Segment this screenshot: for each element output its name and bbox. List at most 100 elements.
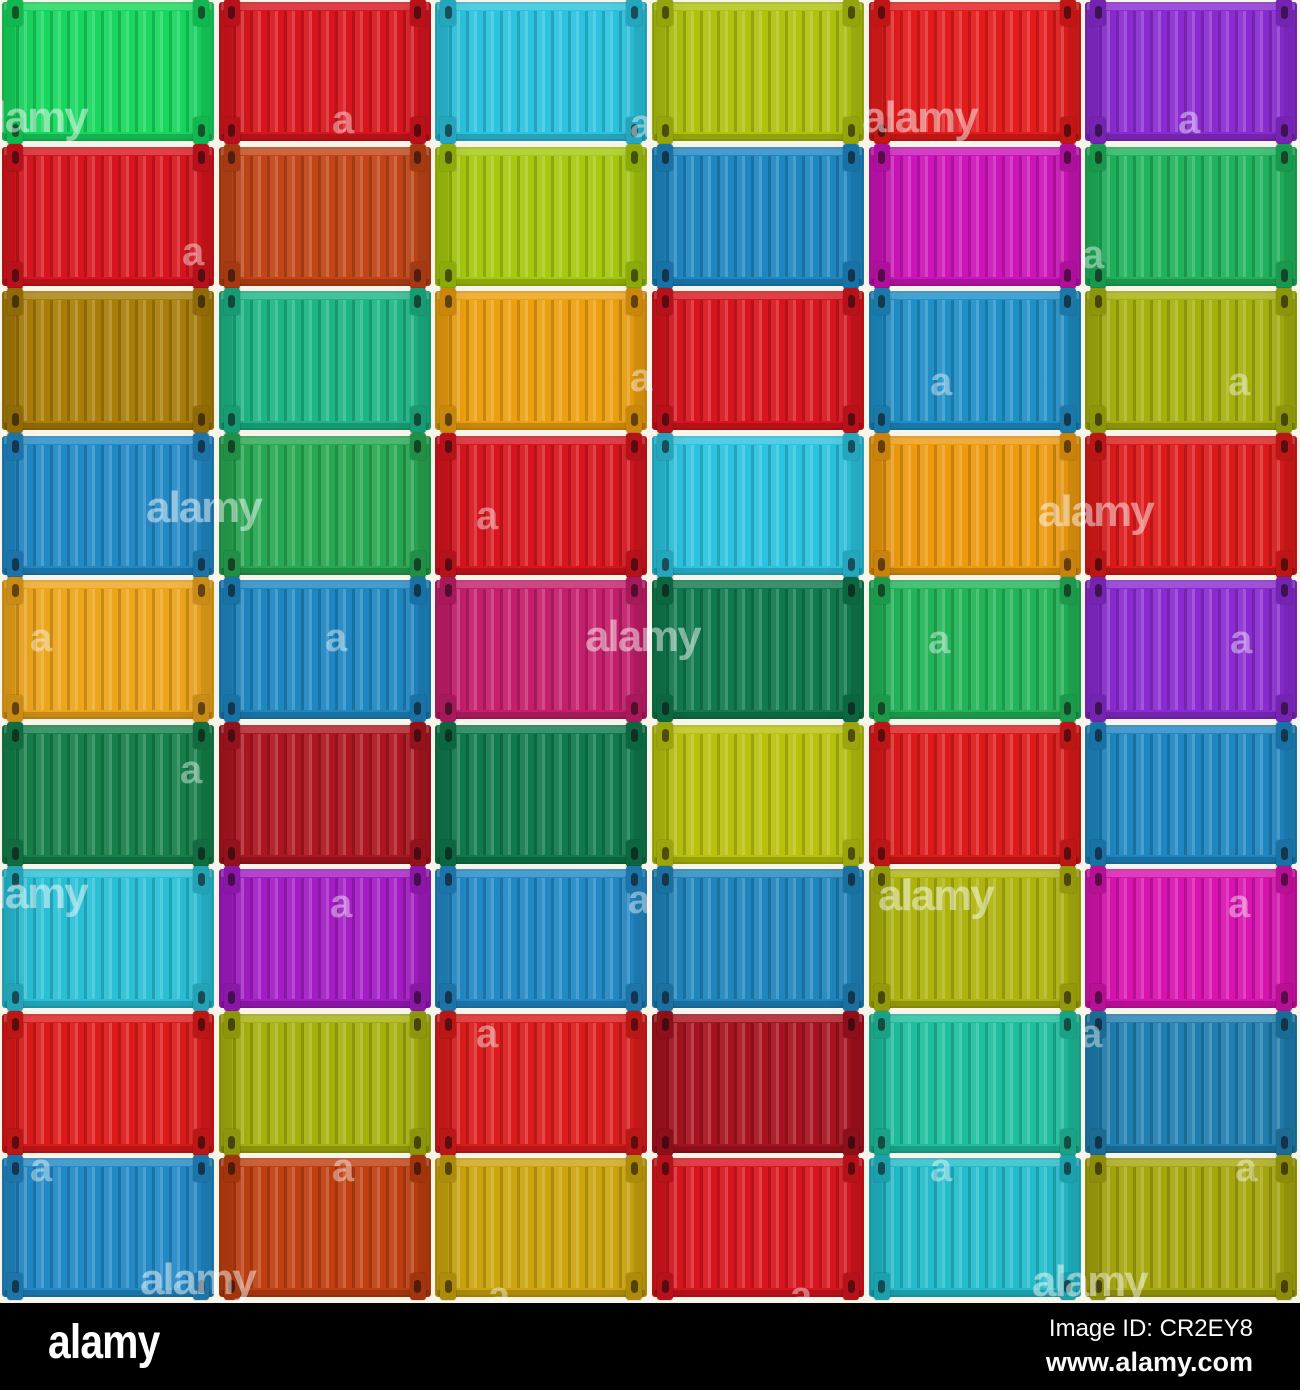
corner-casting: [1059, 0, 1076, 26]
container-shading: [1085, 1158, 1298, 1298]
corner-casting: [7, 721, 23, 749]
casting-hole: [630, 557, 638, 571]
casting-hole: [630, 1162, 638, 1176]
container-shading: [652, 1158, 864, 1298]
corner-casting: [1090, 550, 1107, 578]
corner-casting: [1090, 721, 1107, 749]
container-top-rail: [654, 146, 862, 155]
casting-hole: [11, 6, 19, 19]
corner-casting: [193, 839, 209, 867]
casting-hole: [878, 846, 886, 860]
container-bottom-rail: [654, 856, 862, 864]
container-bottom-rail: [654, 1290, 862, 1298]
container-corrugation: [16, 1167, 200, 1289]
casting-hole: [197, 150, 205, 164]
casting-hole: [197, 991, 205, 1005]
container-shading: [218, 1013, 431, 1153]
corner-casting: [1276, 695, 1293, 723]
container-corrugation: [1099, 300, 1284, 422]
container-bottom-rail: [220, 1290, 429, 1298]
container-right-post: [201, 582, 213, 718]
cargo-container: [1085, 577, 1298, 723]
container-right-post: [1284, 4, 1297, 139]
container-top-rail: [220, 146, 429, 155]
casting-hole: [228, 846, 236, 860]
casting-hole: [444, 728, 452, 742]
container-left-post: [3, 1160, 15, 1296]
corner-casting: [409, 406, 426, 434]
corner-casting: [223, 550, 240, 578]
casting-hole: [1094, 1017, 1102, 1031]
corner-casting: [843, 695, 859, 723]
container-right-post: [417, 148, 430, 284]
container-left-post: [436, 437, 449, 573]
corner-casting: [7, 1273, 23, 1301]
corner-casting: [1276, 1273, 1293, 1301]
cargo-container: [2, 721, 214, 867]
container-shading: [2, 869, 214, 1009]
cargo-container: [2, 432, 214, 578]
casting-hole: [228, 1162, 236, 1176]
container-shading: [435, 869, 648, 1009]
container-right-post: [417, 437, 430, 573]
container-left-post: [653, 871, 665, 1007]
casting-hole: [1064, 295, 1072, 309]
casting-hole: [1064, 873, 1072, 887]
corner-casting: [873, 0, 890, 26]
container-shading: [868, 1158, 1081, 1298]
container-bottom-rail: [654, 1145, 862, 1153]
cargo-container: [1085, 1155, 1298, 1301]
corner-casting: [843, 1155, 859, 1183]
container-top-rail: [437, 435, 646, 444]
container-bottom-rail: [654, 278, 862, 286]
corner-casting: [873, 406, 890, 434]
container-bottom-rail: [437, 134, 646, 141]
container-bottom-rail: [437, 1290, 646, 1298]
corner-casting: [440, 1128, 457, 1156]
casting-hole: [878, 702, 886, 716]
corner-casting: [1059, 1128, 1076, 1156]
container-bottom-rail: [1087, 1145, 1296, 1153]
casting-hole: [11, 150, 19, 164]
container-shading: [2, 291, 214, 431]
container-right-post: [1284, 1160, 1297, 1296]
casting-hole: [878, 268, 886, 282]
corner-casting: [1090, 117, 1107, 144]
corner-casting: [626, 721, 643, 749]
casting-hole: [847, 702, 855, 716]
casting-hole: [444, 1162, 452, 1176]
casting-hole: [878, 150, 886, 164]
corner-casting: [223, 839, 240, 867]
container-bottom-rail: [220, 712, 429, 720]
casting-hole: [661, 728, 669, 742]
corner-casting: [440, 406, 457, 434]
corner-casting: [223, 117, 240, 144]
casting-hole: [197, 557, 205, 571]
container-corrugation: [882, 1167, 1067, 1289]
container-corrugation: [232, 589, 417, 711]
container-bottom-rail: [220, 423, 429, 431]
container-right-post: [1067, 871, 1080, 1007]
corner-casting: [223, 261, 240, 289]
casting-hole: [197, 584, 205, 598]
corner-casting: [440, 866, 457, 894]
corner-casting: [626, 1273, 643, 1301]
corner-casting: [873, 577, 890, 605]
corner-casting: [193, 866, 209, 894]
container-top-rail: [437, 2, 646, 10]
container-corrugation: [666, 1022, 850, 1144]
casting-hole: [1094, 439, 1102, 453]
cargo-container: [868, 0, 1081, 144]
corner-casting: [657, 695, 673, 723]
corner-casting: [1090, 143, 1107, 171]
container-bottom-rail: [1087, 1290, 1296, 1298]
container-right-post: [1284, 726, 1297, 862]
container-left-post: [436, 148, 449, 284]
casting-hole: [197, 873, 205, 887]
container-bottom-rail: [870, 1290, 1079, 1298]
casting-hole: [1280, 873, 1288, 887]
corner-casting: [440, 1010, 457, 1038]
casting-hole: [661, 439, 669, 453]
container-left-post: [219, 582, 232, 718]
casting-hole: [1094, 268, 1102, 282]
